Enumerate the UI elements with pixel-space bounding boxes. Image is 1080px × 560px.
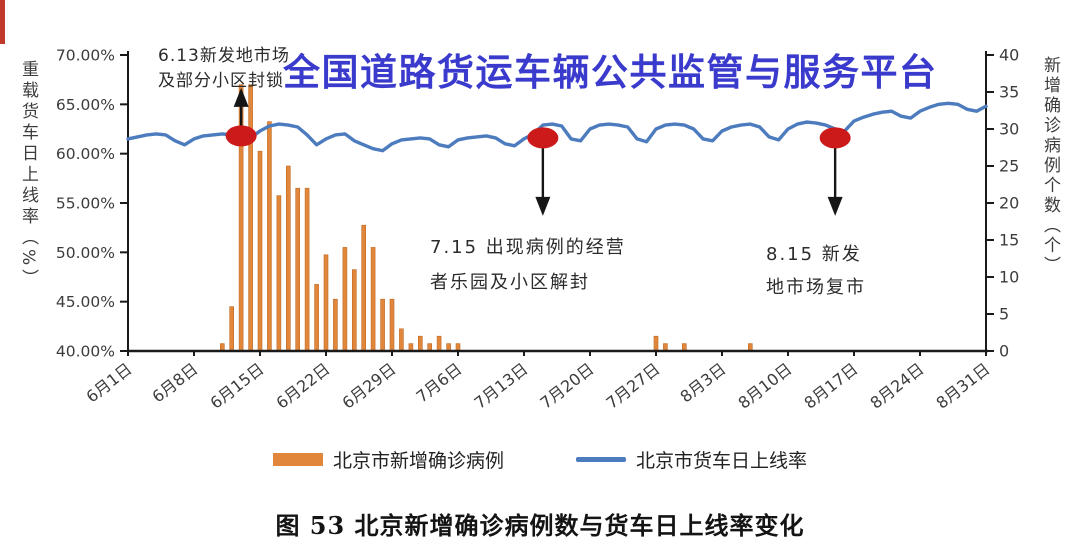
annotation-line: 8.15 新发 [766,244,862,265]
svg-text:10: 10 [999,268,1019,287]
svg-text:8月3日: 8月3日 [676,359,729,406]
figure-caption: 图 53 北京新增确诊病例数与货车日上线率变化 [275,511,805,540]
svg-text:6月8日: 6月8日 [148,359,201,406]
legend-line-swatch [576,457,626,462]
svg-text:20: 20 [999,194,1019,213]
svg-text:45.00%: 45.00% [56,293,115,311]
annotation-line: 及部分小区封锁 [158,71,284,91]
svg-text:15: 15 [999,231,1019,250]
annotation-aug15-reopen: 8.15 新发 地市场复市 [766,238,866,304]
legend-line-label: 北京市货车日上线率 [636,450,808,472]
svg-text:0: 0 [999,342,1009,361]
svg-text:65.00%: 65.00% [56,96,115,114]
svg-text:6月22日: 6月22日 [272,359,333,412]
svg-text:7月6日: 7月6日 [412,359,465,406]
left-axis-title: 重载货车日上线率（%） [18,60,38,291]
svg-text:35: 35 [999,83,1019,102]
right-axis-title: 新增确诊病例个数（个） [1040,56,1060,276]
svg-text:6月15日: 6月15日 [206,359,267,412]
svg-text:7月20日: 7月20日 [536,359,597,412]
svg-text:8月31日: 8月31日 [932,359,993,412]
svg-text:70.00%: 70.00% [56,47,115,65]
legend-bar-swatch [272,453,323,466]
svg-text:7月13日: 7月13日 [470,359,531,412]
annotation-july15-unseal: 7.15 出现病例的经营 者乐园及小区解封 [430,230,626,300]
svg-text:50.00%: 50.00% [56,244,115,262]
svg-text:6月29日: 6月29日 [338,359,399,412]
annotation-line: 者乐园及小区解封 [430,272,590,293]
svg-text:5: 5 [999,305,1009,324]
annotation-line: 6.13新发地市场 [158,46,290,66]
watermark-text: 全国道路货运车辆公共监管与服务平台 [283,51,938,94]
annotation-line: 7.15 出现病例的经营 [430,237,626,258]
svg-text:6月1日: 6月1日 [82,359,135,406]
svg-text:40: 40 [999,46,1019,65]
svg-text:40.00%: 40.00% [56,343,115,361]
legend: 北京市新增确诊病例 北京市货车日上线率 [0,446,1080,473]
svg-text:8月24日: 8月24日 [866,359,927,412]
svg-text:8月10日: 8月10日 [734,359,795,412]
legend-item-line: 北京市货车日上线率 [576,446,807,473]
svg-text:7月27日: 7月27日 [602,359,663,412]
red-edge-artifact [0,0,5,44]
annotation-line: 地市场复市 [766,277,866,298]
svg-text:25: 25 [999,157,1019,176]
legend-item-bars: 北京市新增确诊病例 [272,446,504,473]
annotation-june13-lockdown: 6.13新发地市场 及部分小区封锁 [158,44,290,94]
svg-text:60.00%: 60.00% [56,145,115,163]
svg-text:30: 30 [999,120,1019,139]
svg-text:55.00%: 55.00% [56,195,115,213]
legend-bar-label: 北京市新增确诊病例 [332,450,504,472]
svg-text:8月17日: 8月17日 [800,359,861,412]
